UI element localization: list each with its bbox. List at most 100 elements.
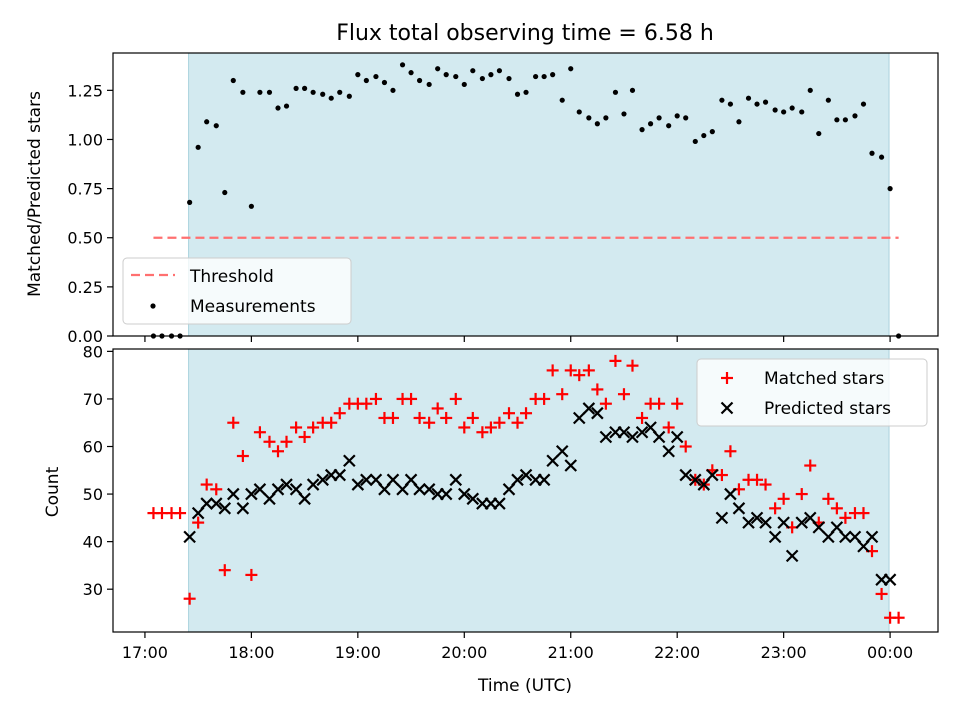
matched-star-point <box>431 402 444 415</box>
predicted-star-point <box>386 473 400 487</box>
measurement-point <box>310 89 316 95</box>
measurement-point <box>328 95 334 101</box>
predicted-star-mark-b <box>706 468 719 482</box>
measurement-point <box>781 109 787 115</box>
measurement-point <box>878 154 885 160</box>
predicted-star-mark-b <box>865 530 879 544</box>
matched-star-point <box>715 469 728 482</box>
predicted-star-mark-b <box>289 483 303 496</box>
predicted-star-mark-b <box>564 459 578 472</box>
matched-star-point <box>892 611 905 624</box>
measurement-point <box>363 77 369 84</box>
measurement-point <box>443 72 449 78</box>
predicted-star-point <box>768 530 782 544</box>
predicted-star-mark-b <box>343 454 356 468</box>
predicted-star-mark-b <box>519 468 533 482</box>
matched-star-point <box>830 502 843 515</box>
predicted-star-point <box>812 521 826 534</box>
predicted-star-point <box>750 511 764 525</box>
predicted-star-point <box>670 430 684 444</box>
predicted-star-point <box>458 487 471 501</box>
predicted-star-mark-b <box>742 516 755 529</box>
measurement-point <box>603 115 609 121</box>
predicted-star-mark-b <box>848 530 862 544</box>
measurement-point <box>373 73 379 80</box>
y-tick-label: 70 <box>83 390 103 409</box>
matched-star-point <box>183 592 196 605</box>
bottom-panel: 17:00 18:00 19:00 20:00 21:00 22:00 23:00 00:00… <box>83 342 939 662</box>
matched-star-point <box>360 397 373 410</box>
top-panel: 0.00 0.25 0.50 0.75 1.00 1.25 Threshold Measure… <box>67 52 939 346</box>
measurement-point <box>435 66 441 72</box>
predicted-star-point <box>227 487 240 501</box>
predicted-star-point <box>582 402 596 415</box>
matched-star-point <box>653 397 666 410</box>
matched-star-point <box>777 492 790 505</box>
matched-star-point <box>573 369 586 382</box>
measurement-point <box>762 99 769 105</box>
measurement-point <box>656 115 662 121</box>
predicted-star-point <box>732 502 746 515</box>
x-tick-label: 21:00 <box>548 643 594 662</box>
measurement-point <box>470 68 476 74</box>
matched-star-point <box>333 407 346 420</box>
measurement-point <box>674 113 680 119</box>
measurement-point <box>337 89 343 95</box>
predicted-star-point <box>785 549 799 563</box>
predicted-star-mark-b <box>466 492 480 506</box>
predicted-star-mark-b <box>662 444 675 458</box>
y-tick-label: 0.75 <box>67 180 103 199</box>
matched-star-point <box>582 364 595 377</box>
predicted-star-point <box>652 430 666 444</box>
predicted-star-mark-b <box>236 502 250 515</box>
measurement-point <box>612 89 619 95</box>
predicted-star-point <box>865 530 879 544</box>
top-legend: Threshold Measurements <box>122 257 352 325</box>
predicted-star-point <box>679 468 692 482</box>
predicted-star-point <box>218 502 232 515</box>
predicted-star-mark-b <box>360 473 373 487</box>
predicted-star-point <box>795 516 809 529</box>
measurement-point <box>745 95 752 101</box>
predicted-star-mark-b <box>458 487 471 501</box>
predicted-star-mark-b <box>626 430 639 444</box>
predicted-star-mark-b <box>333 468 347 482</box>
measurement-point <box>568 66 574 72</box>
matched-star-point <box>636 411 649 424</box>
predicted-star-point <box>662 444 675 458</box>
predicted-star-point <box>439 487 453 501</box>
predicted-star-mark-b <box>812 521 826 534</box>
predicted-star-mark-b <box>546 454 559 468</box>
y-tick-label: 0.50 <box>67 229 103 248</box>
predicted-star-mark-b <box>803 511 817 525</box>
matched-star-point <box>795 488 808 501</box>
measurement-point <box>576 109 582 115</box>
predicted-star-mark-b <box>271 483 285 496</box>
measurement-point <box>248 203 254 209</box>
bottom-legend: Matched stars Predicted stars <box>696 358 928 427</box>
predicted-star-mark-b <box>183 530 196 544</box>
measurement-point <box>496 68 503 74</box>
x-tick-label: 23:00 <box>761 643 807 662</box>
predicted-star-point <box>422 483 436 496</box>
matched-star-point <box>724 445 737 458</box>
predicted-star-mark-b <box>386 473 400 487</box>
matched-star-point <box>599 397 612 410</box>
measurement-point <box>541 73 547 80</box>
plot-frame <box>112 52 939 337</box>
predicted-star-mark-b <box>768 530 782 544</box>
predicted-star-mark-b <box>795 516 809 529</box>
predicted-star-point <box>626 430 639 444</box>
measurement-point <box>514 91 521 97</box>
predicted-star-point <box>333 468 347 482</box>
matched-star-point <box>369 392 382 405</box>
predicted-star-mark-b <box>511 473 524 487</box>
matched-star-point <box>609 354 622 367</box>
matched-star-point <box>493 416 506 429</box>
matched-star-point <box>458 421 471 434</box>
y-tick-label: 40 <box>83 533 103 552</box>
measurement-point <box>709 129 715 135</box>
predicted-star-mark-b <box>715 511 729 525</box>
predicted-star-mark-b <box>439 487 453 501</box>
